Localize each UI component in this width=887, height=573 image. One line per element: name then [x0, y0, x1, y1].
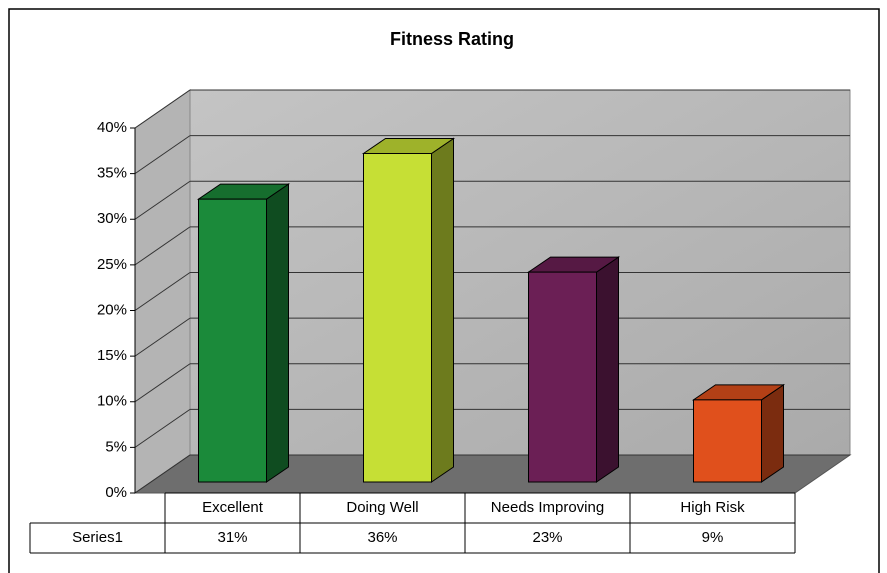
bar-side: [596, 256, 619, 483]
bar: [363, 153, 432, 483]
y-tick-label: 20%: [97, 301, 127, 318]
data-label: 31%: [217, 529, 247, 546]
grid-line: [134, 454, 191, 494]
y-tick-label: 10%: [97, 393, 127, 410]
x-tick-label: High Risk: [680, 499, 745, 516]
grid-line: [134, 272, 191, 311]
bar: [693, 399, 762, 483]
grid-line: [134, 89, 191, 129]
x-tick-label: Needs Improving: [491, 499, 604, 516]
y-tick-label: 25%: [97, 256, 127, 273]
grid-line: [134, 408, 191, 448]
y-tick-label: 35%: [97, 165, 127, 182]
grid-line: [134, 135, 191, 175]
data-label: 9%: [702, 529, 724, 546]
data-table: Excellent 31% Doing Well 36% Needs Improving…: [29, 492, 796, 554]
y-tick-label: 5%: [105, 438, 127, 455]
grid-line: [134, 317, 191, 357]
bar: [198, 198, 267, 483]
y-tick-label: 15%: [97, 347, 127, 364]
y-tick-label: 0%: [105, 484, 127, 501]
series-name: Series1: [72, 529, 123, 546]
bars: [196, 137, 786, 483]
data-label: 23%: [532, 529, 562, 546]
bar-side: [266, 183, 289, 483]
grid-line: [134, 363, 191, 403]
x-tick-label: Excellent: [202, 499, 264, 516]
data-label: 36%: [367, 529, 397, 546]
chart-title: Fitness Rating: [390, 29, 514, 49]
y-tick-label: 30%: [97, 210, 127, 227]
bar: [528, 271, 597, 483]
y-tick-label: 40%: [97, 119, 127, 136]
grid-line: [134, 226, 191, 266]
bar-side: [761, 383, 784, 483]
bar-side: [431, 137, 454, 483]
x-tick-label: Doing Well: [346, 499, 418, 516]
grid-line: [134, 180, 191, 220]
